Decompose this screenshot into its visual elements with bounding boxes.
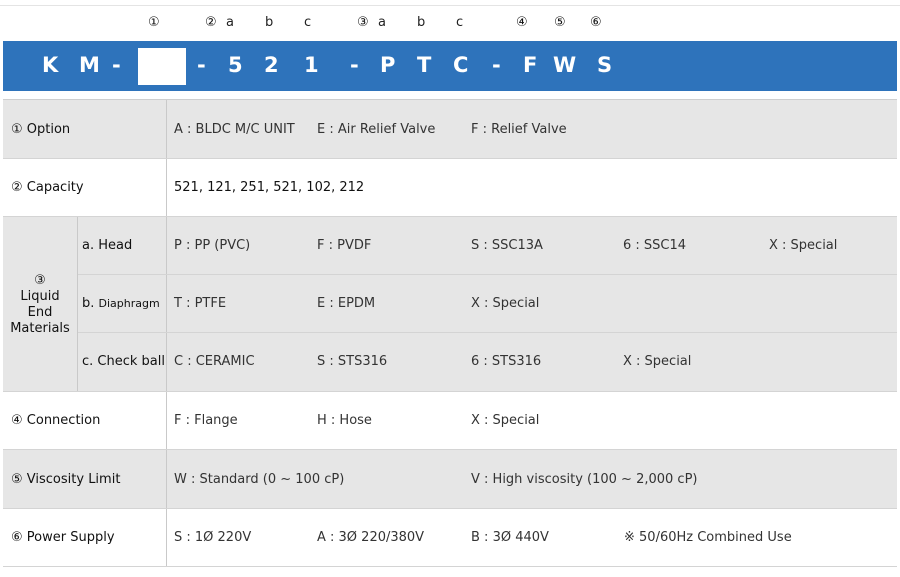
check-ball-item: S : STS316 xyxy=(317,354,388,369)
marker-3-c: c xyxy=(456,15,464,30)
check-ball-item: C : CERAMIC xyxy=(174,354,255,369)
diaphragm-item: X : Special xyxy=(471,296,540,311)
position-markers: ① ② a b c ③ a b c ④ ⑤ ⑥ xyxy=(0,5,900,40)
marker-4: ④ xyxy=(516,15,528,30)
table-group-liquid-end: ③ Liquid End Materials a. Head P : PP (P… xyxy=(3,217,897,392)
head-label: a. Head xyxy=(82,238,133,253)
option-item: E : Air Relief Valve xyxy=(317,122,436,137)
power-note: ※ 50/60Hz Combined Use xyxy=(624,530,792,545)
table-row-option: ① Option A : BLDC M/C UNIT E : Air Relie… xyxy=(3,100,897,159)
connection-item: H : Hose xyxy=(317,413,372,428)
connection-item: X : Special xyxy=(471,413,540,428)
marker-5: ⑤ xyxy=(554,15,566,30)
table-row-capacity: ② Capacity 521, 121, 251, 521, 102, 212 xyxy=(3,159,897,217)
viscosity-item: V : High viscosity (100 ~ 2,000 cP) xyxy=(471,472,698,487)
code-char: C xyxy=(453,53,469,77)
code-char: S xyxy=(597,53,613,77)
viscosity-label: ⑤ Viscosity Limit xyxy=(11,472,121,487)
code-char: - xyxy=(350,53,359,77)
liquid-end-label-line: Liquid xyxy=(20,289,60,304)
marker-3-b: b xyxy=(417,15,426,30)
model-code-blank-box xyxy=(138,48,186,85)
model-code-bar: K M - - 5 2 1 - P T C - F W S xyxy=(3,41,897,91)
option-label: ① Option xyxy=(11,122,71,137)
head-item: P : PP (PVC) xyxy=(174,238,251,253)
code-char: - xyxy=(197,53,206,77)
code-char: 2 xyxy=(264,53,279,77)
spec-table: ① Option A : BLDC M/C UNIT E : Air Relie… xyxy=(3,99,897,567)
code-char: K xyxy=(42,53,59,77)
liquid-end-label-num: ③ xyxy=(34,273,46,288)
code-char: 1 xyxy=(304,53,319,77)
table-row-viscosity: ⑤ Viscosity Limit W : Standard (0 ~ 100 … xyxy=(3,450,897,509)
viscosity-item: W : Standard (0 ~ 100 cP) xyxy=(174,472,345,487)
code-char: - xyxy=(112,53,121,77)
option-item: A : BLDC M/C UNIT xyxy=(174,122,295,137)
liquid-end-label-line: Materials xyxy=(10,321,70,336)
check-ball-item: 6 : STS316 xyxy=(471,354,542,369)
head-item: S : SSC13A xyxy=(471,238,543,253)
marker-2: ② xyxy=(205,15,217,30)
marker-2-a: a xyxy=(226,15,234,30)
head-item: F : PVDF xyxy=(317,238,372,253)
code-char: T xyxy=(417,53,432,77)
capacity-label: ② Capacity xyxy=(11,180,84,195)
power-item: S : 1Ø 220V xyxy=(174,530,252,545)
marker-1: ① xyxy=(148,15,160,30)
liquid-end-label: ③ Liquid End Materials xyxy=(3,273,77,337)
table-row-check-ball: c. Check ball C : CERAMIC S : STS316 6 :… xyxy=(78,333,897,391)
power-item: A : 3Ø 220/380V xyxy=(317,530,425,545)
power-label: ⑥ Power Supply xyxy=(11,530,115,545)
code-char: - xyxy=(492,53,501,77)
marker-2-b: b xyxy=(265,15,274,30)
option-item: F : Relief Valve xyxy=(471,122,567,137)
table-row-diaphragm: b. Diaphragm T : PTFE E : EPDM X : Speci… xyxy=(78,275,897,333)
code-char: M xyxy=(79,53,100,77)
table-row-connection: ④ Connection F : Flange H : Hose X : Spe… xyxy=(3,392,897,450)
capacity-values: 521, 121, 251, 521, 102, 212 xyxy=(174,180,365,195)
marker-2-c: c xyxy=(304,15,312,30)
code-char: W xyxy=(553,53,577,77)
table-row-power: ⑥ Power Supply S : 1Ø 220V A : 3Ø 220/38… xyxy=(3,509,897,567)
code-char: 5 xyxy=(228,53,243,77)
power-item: B : 3Ø 440V xyxy=(471,530,549,545)
marker-3-a: a xyxy=(378,15,386,30)
connection-item: F : Flange xyxy=(174,413,238,428)
diaphragm-item: T : PTFE xyxy=(174,296,227,311)
head-item: 6 : SSC14 xyxy=(623,238,687,253)
check-ball-item: X : Special xyxy=(623,354,692,369)
code-char: P xyxy=(380,53,396,77)
check-ball-label: c. Check ball xyxy=(82,354,165,369)
code-char: F xyxy=(523,53,538,77)
connection-label: ④ Connection xyxy=(11,413,101,428)
diaphragm-label: b. Diaphragm xyxy=(82,296,160,311)
liquid-end-label-line: End xyxy=(27,305,53,320)
table-row-head: a. Head P : PP (PVC) F : PVDF S : SSC13A… xyxy=(78,217,897,275)
marker-3: ③ xyxy=(357,15,369,30)
head-item: X : Special xyxy=(769,238,838,253)
marker-6: ⑥ xyxy=(590,15,602,30)
diaphragm-item: E : EPDM xyxy=(317,296,376,311)
